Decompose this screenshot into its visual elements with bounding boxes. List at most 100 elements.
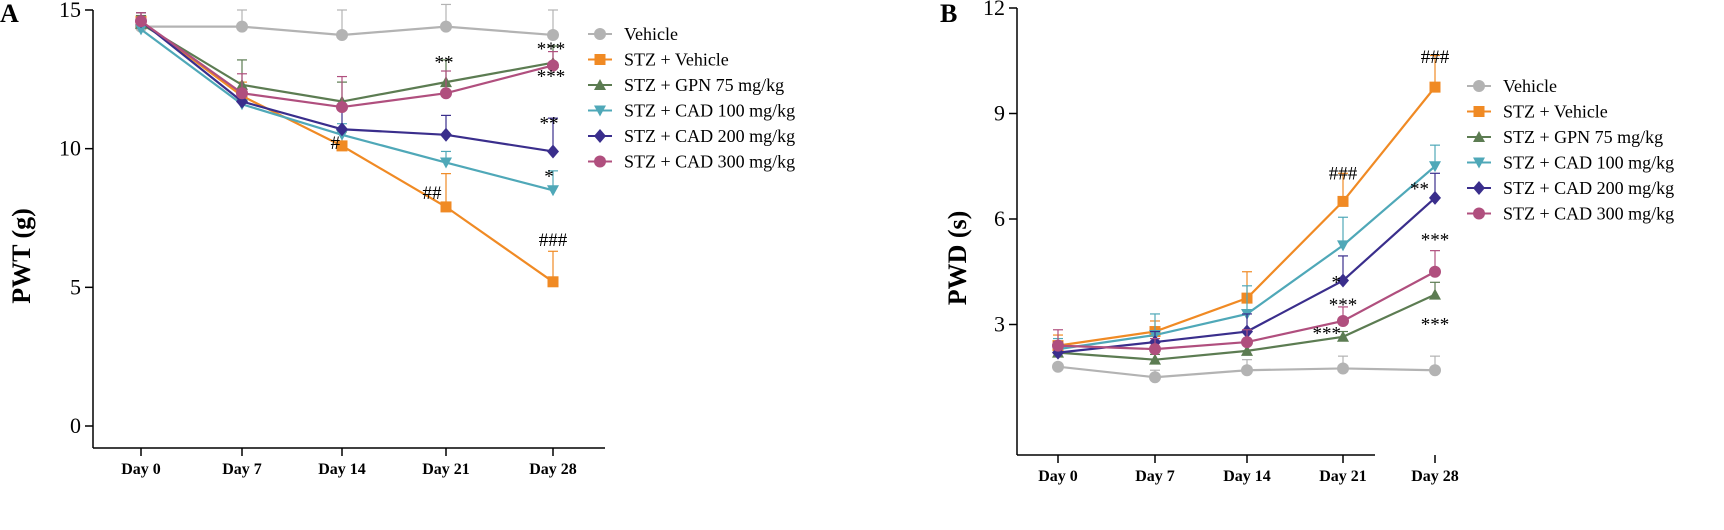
panel-a-significance-label: ***: [537, 39, 566, 60]
panel-a-series-5: [135, 12, 559, 114]
panel-a-data-point: [336, 101, 348, 114]
panel-b-legend-marker: [1473, 106, 1485, 117]
panel-b-legend: Vehicle STZ + Vehicle STZ + GPN 75 mg/kg ST…: [1467, 76, 1674, 224]
panel-b-data-point: [1429, 265, 1441, 278]
panel-b-data-point: [1052, 360, 1064, 373]
panel-a-data-point: [547, 185, 559, 197]
panel-a-chart: A PWT (g) 0 5 10 15 Day 0 Day 7 Day 14 Day 21 Da…: [0, 0, 795, 478]
panel-b-legend-label: STZ + GPN 75 mg/kg: [1503, 127, 1663, 147]
panel-b-data-point: [1429, 81, 1441, 93]
panel-b-significance-label: ###: [1329, 163, 1358, 184]
panel-b-data-point: [1337, 314, 1349, 327]
panel-b-data-point: [1241, 336, 1253, 349]
panel-a-significance-label: *: [544, 166, 554, 187]
panel-a-data-point: [236, 87, 248, 100]
panel-b-significance-label: ***: [1313, 323, 1342, 344]
panel-a-x-tick-label: Day 21: [422, 461, 470, 478]
panel-a-legend-marker: [594, 105, 606, 117]
panel-a-letter: A: [0, 0, 19, 28]
panel-a-data-point: [135, 15, 147, 28]
panel-a-data-point: [236, 20, 248, 33]
panel-a-significance-label: #: [331, 133, 341, 154]
panel-a-data-point: [440, 157, 452, 169]
panel-a-y-tick-label: 0: [70, 413, 81, 438]
panel-a-x-tick-label: Day 14: [318, 461, 366, 478]
panel-b-significance-label: ***: [1421, 230, 1450, 251]
panel-b-series-0: [1052, 355, 1441, 384]
panel-a-data-point: [547, 144, 559, 159]
panel-b-significance-label: *: [1332, 272, 1342, 293]
panel-a-y-tick-label: 15: [59, 0, 81, 22]
panel-b-legend-marker: [1473, 80, 1485, 92]
panel-a-x-tick-label: Day 0: [121, 461, 161, 478]
panel-b-data-point: [1429, 288, 1441, 300]
panel-b-x-tick-label: Day 28: [1411, 468, 1459, 485]
panel-b-legend-marker: [1473, 131, 1485, 142]
panel-a-legend-label: STZ + Vehicle: [624, 50, 729, 70]
panel-b-legend-marker: [1473, 181, 1485, 195]
panel-b-significance-label: ###: [1421, 47, 1450, 68]
panel-a-legend-label: STZ + CAD 200 mg/kg: [624, 126, 795, 146]
panel-a-significance-label: ###: [539, 230, 568, 251]
panel-b-legend-label: STZ + CAD 200 mg/kg: [1503, 178, 1674, 198]
panel-a-data-point: [336, 28, 348, 41]
panel-a-data-point: [336, 122, 348, 137]
panel-a-data-point: [440, 20, 452, 33]
panel-b-data-point: [1337, 330, 1349, 342]
panel-b-data-point: [1337, 362, 1349, 375]
panel-a-data-point: [440, 201, 452, 213]
panel-b-significance-label: ***: [1329, 295, 1358, 316]
panel-b-chart: B PWD (s) 3 6 9 12 Day 0 Day 7 Day 14 Day 21 Day…: [940, 0, 1674, 485]
panel-b-legend-label: STZ + Vehicle: [1503, 102, 1608, 122]
panel-a-legend-label: STZ + CAD 100 mg/kg: [624, 101, 795, 121]
panel-b-x-tick-label: Day 7: [1135, 468, 1175, 485]
panel-b-x-tick-label: Day 0: [1038, 468, 1078, 485]
panel-a-legend-marker: [594, 79, 606, 90]
panel-a-data-point: [547, 276, 559, 288]
panel-b-data-point: [1241, 364, 1253, 377]
panel-a-legend-marker: [594, 28, 606, 40]
panel-b-series-5: [1052, 250, 1441, 356]
panel-b-significance-label: **: [1410, 179, 1429, 200]
panel-a-significance-label: **: [540, 114, 559, 135]
panel-b-letter: B: [940, 0, 957, 28]
panel-b-data-point: [1149, 371, 1161, 384]
panel-b-y-axis-label: PWD (s): [943, 211, 972, 306]
panel-b-legend-label: Vehicle: [1503, 76, 1557, 96]
panel-b-data-point: [1429, 364, 1441, 377]
panel-b-data-point: [1337, 195, 1349, 207]
panel-a-y-tick-label: 10: [59, 136, 81, 161]
panel-a-y-tick-label: 5: [70, 274, 81, 299]
panel-a-data-point: [135, 24, 147, 36]
panel-a-data-point: [547, 59, 559, 72]
panel-a-series-0: [135, 3, 559, 41]
panel-b-data-point: [1337, 273, 1349, 288]
panel-a-legend-label: Vehicle: [624, 24, 678, 44]
panel-b-legend-marker: [1473, 207, 1485, 220]
panel-a-legend-marker: [594, 129, 606, 143]
panel-b-x-tick-label: Day 14: [1223, 468, 1271, 485]
panel-b-data-point: [1429, 161, 1441, 173]
panel-a-legend-marker: [594, 54, 606, 65]
panel-b-y-tick-label: 6: [994, 206, 1005, 231]
panel-a-data-point: [336, 140, 348, 152]
panel-b-y-tick-label: 3: [994, 312, 1005, 337]
panel-b-legend-marker: [1473, 157, 1485, 169]
panel-b-significance-label: ***: [1421, 315, 1450, 336]
panel-b-data-point: [1241, 344, 1253, 356]
panel-b-data-point: [1052, 339, 1064, 352]
panel-b-y-tick-label: 9: [994, 101, 1005, 126]
panel-a-legend-label: STZ + CAD 300 mg/kg: [624, 152, 795, 172]
panel-b-data-point: [1429, 190, 1441, 205]
panel-a-legend: Vehicle STZ + Vehicle STZ + GPN 75 mg/kg ST…: [588, 24, 795, 172]
panel-b-legend-label: STZ + CAD 300 mg/kg: [1503, 204, 1674, 224]
panel-a-y-axis-label: PWT (g): [7, 208, 36, 304]
panel-a-significance-label: ##: [423, 183, 443, 204]
panel-b-data-point: [1149, 343, 1161, 356]
panel-b-y-tick-label: 12: [983, 0, 1005, 20]
panel-a-series-1: [135, 12, 559, 288]
panel-a-significance-label: ***: [537, 67, 566, 88]
panel-b-data-point: [1337, 240, 1349, 252]
panel-a-data-point: [547, 28, 559, 41]
